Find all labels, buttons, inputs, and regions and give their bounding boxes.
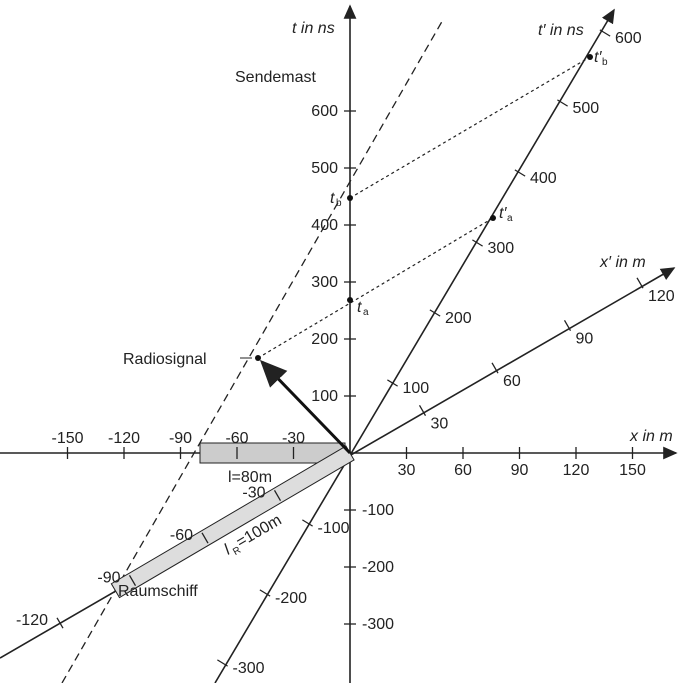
- label: Raumschiff: [118, 583, 198, 600]
- label: t: [357, 299, 362, 316]
- tick-label: -300: [362, 616, 394, 633]
- tick: [637, 278, 643, 288]
- label: l=80m: [228, 469, 272, 486]
- tick-label: 30: [398, 462, 416, 479]
- tick-label: 400: [311, 217, 338, 234]
- tick-label: -100: [318, 520, 350, 537]
- tick-label: 150: [619, 462, 646, 479]
- label: Radiosignal: [123, 351, 207, 368]
- tick-label: 600: [311, 103, 338, 120]
- label: t: [330, 190, 335, 207]
- tick-label: 90: [511, 462, 529, 479]
- tick-label: -90: [169, 430, 192, 447]
- tick: [57, 618, 63, 628]
- tick-label: -60: [225, 430, 248, 447]
- tick: [600, 30, 610, 36]
- tick-label: 60: [503, 373, 521, 390]
- tick-label: 90: [576, 331, 594, 348]
- axis-label: t in ns: [292, 20, 335, 37]
- point: [347, 195, 353, 201]
- tick-label: 300: [311, 274, 338, 291]
- tick-label: -150: [51, 430, 83, 447]
- t-prime-axis: [215, 10, 614, 683]
- simultaneity-line: [258, 218, 493, 358]
- tick-label: -60: [170, 527, 193, 544]
- tick-label: 600: [615, 30, 642, 47]
- radio-signal: [262, 362, 350, 453]
- tick-label: -120: [108, 430, 140, 447]
- axis-label: x′ in m: [599, 254, 646, 271]
- point: [255, 355, 261, 361]
- tick-label: 500: [311, 160, 338, 177]
- tick-label: 300: [488, 240, 515, 257]
- label: Sendemast: [235, 69, 316, 86]
- point: [587, 54, 593, 60]
- tick-label: -30: [282, 430, 305, 447]
- tick-label: 120: [648, 288, 675, 305]
- tick-label: -300: [233, 660, 265, 677]
- tick-label: -90: [97, 570, 120, 587]
- label: b: [602, 57, 608, 68]
- tick-label: -120: [16, 612, 48, 629]
- tick: [387, 380, 397, 386]
- tick-label: 400: [530, 170, 557, 187]
- tick-label: -30: [242, 485, 265, 502]
- label: a: [363, 307, 369, 318]
- tick-label: -200: [275, 590, 307, 607]
- point: [347, 297, 353, 303]
- tick-label: 200: [311, 331, 338, 348]
- tick-label: 100: [403, 380, 430, 397]
- point: [490, 215, 496, 221]
- label: b: [336, 198, 342, 209]
- tick-label: 120: [563, 462, 590, 479]
- label: a: [507, 213, 513, 224]
- axis-label: t′ in ns: [538, 22, 584, 39]
- tick-label: 100: [311, 388, 338, 405]
- minkowski-diagram: t in ns t′ in ns x′ in m x in m Sendemas…: [0, 0, 679, 683]
- tick-label: -200: [362, 559, 394, 576]
- tick-label: 200: [445, 310, 472, 327]
- axis-label: x in m: [629, 428, 673, 445]
- tick-label: 500: [573, 100, 600, 117]
- tick-label: -100: [362, 502, 394, 519]
- tick-label: 60: [454, 462, 472, 479]
- tick-label: 30: [431, 416, 449, 433]
